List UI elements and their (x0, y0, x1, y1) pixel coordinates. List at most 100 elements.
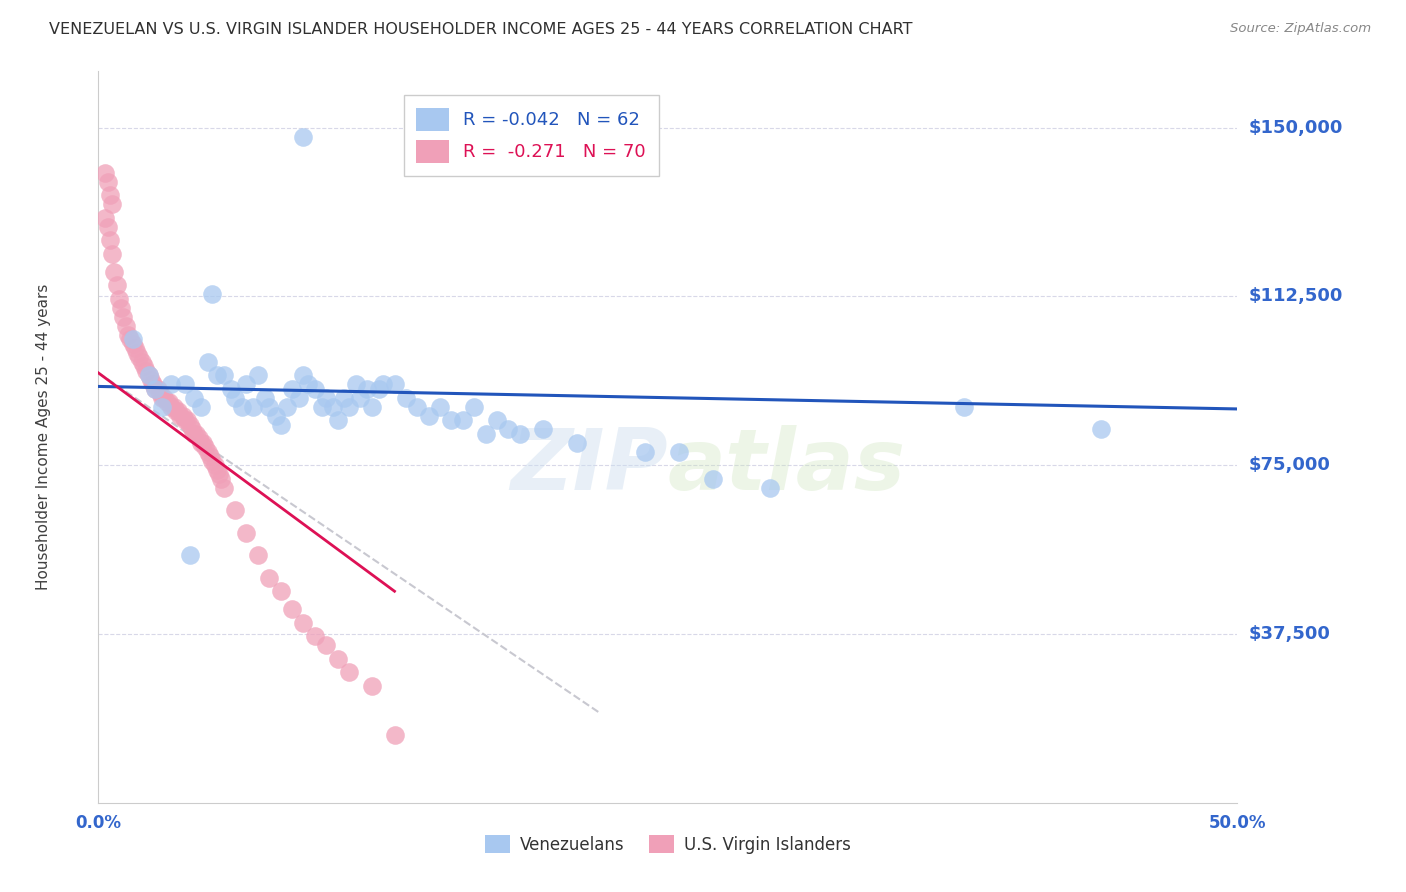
Point (197, 354, 219, 368)
Point (150, 391, 173, 405)
Point (105, 278, 128, 293)
Point (127, 345, 149, 359)
Point (162, 400, 184, 414)
Point (281, 382, 304, 396)
Point (486, 413, 509, 427)
Point (103, 265, 125, 279)
Point (235, 525, 257, 540)
Point (190, 400, 212, 414)
Point (120, 332, 142, 346)
Point (246, 548, 269, 562)
Point (169, 409, 191, 423)
Text: $37,500: $37,500 (1249, 625, 1330, 643)
Point (356, 382, 378, 396)
Point (531, 422, 554, 436)
Point (270, 584, 292, 599)
Point (333, 391, 356, 405)
Point (212, 481, 235, 495)
Point (1090, 422, 1112, 436)
Point (384, 377, 406, 392)
Point (167, 404, 190, 418)
Point (253, 391, 276, 405)
Point (198, 449, 221, 463)
Point (349, 391, 371, 405)
Point (264, 409, 287, 423)
Point (337, 400, 360, 414)
Point (326, 652, 349, 666)
Point (183, 391, 205, 405)
Point (224, 503, 246, 517)
Point (463, 400, 485, 414)
Point (174, 413, 197, 427)
Point (304, 382, 326, 396)
Point (429, 400, 451, 414)
Point (281, 602, 304, 616)
Point (110, 301, 132, 315)
Point (384, 728, 406, 742)
Point (371, 377, 394, 392)
Point (150, 400, 173, 414)
Point (668, 444, 690, 458)
Point (132, 359, 155, 374)
Point (212, 368, 235, 383)
Point (242, 400, 264, 414)
Point (953, 400, 976, 414)
Point (145, 382, 167, 396)
Point (160, 400, 183, 414)
Point (259, 400, 281, 414)
Point (172, 409, 194, 423)
Point (288, 391, 311, 405)
Text: Source: ZipAtlas.com: Source: ZipAtlas.com (1230, 22, 1371, 36)
Text: $150,000: $150,000 (1249, 119, 1343, 136)
Point (311, 400, 333, 414)
Point (131, 354, 153, 368)
Point (395, 391, 418, 405)
Point (193, 435, 215, 450)
Point (474, 426, 496, 441)
Point (183, 426, 205, 441)
Point (205, 463, 228, 477)
Text: Householder Income Ages 25 - 44 years: Householder Income Ages 25 - 44 years (37, 284, 51, 591)
Point (101, 197, 124, 211)
Point (179, 417, 201, 432)
Point (186, 426, 208, 441)
Point (360, 400, 382, 414)
Point (270, 417, 292, 432)
Text: $112,500: $112,500 (1249, 287, 1343, 305)
Point (160, 377, 183, 392)
Point (406, 400, 429, 414)
Point (209, 472, 232, 486)
Point (146, 382, 169, 396)
Point (156, 395, 179, 409)
Point (98, 188, 121, 202)
Text: $75,000: $75,000 (1249, 456, 1330, 475)
Point (142, 377, 165, 392)
Point (231, 400, 253, 414)
Point (94, 211, 117, 225)
Point (128, 350, 150, 364)
Point (190, 435, 212, 450)
Point (315, 638, 337, 652)
Point (157, 395, 180, 409)
Point (337, 665, 360, 680)
Point (124, 341, 146, 355)
Point (153, 391, 176, 405)
Point (205, 368, 228, 383)
Point (135, 364, 157, 378)
Point (235, 377, 257, 392)
Point (259, 571, 281, 585)
Point (367, 382, 389, 396)
Point (112, 310, 135, 324)
Point (204, 458, 226, 473)
Point (194, 440, 217, 454)
Point (101, 246, 124, 260)
Point (138, 368, 160, 383)
Point (326, 413, 349, 427)
Point (297, 377, 319, 392)
Point (292, 368, 315, 383)
Point (138, 368, 160, 383)
Point (224, 391, 246, 405)
Point (315, 391, 337, 405)
Point (98, 233, 121, 247)
Point (304, 629, 326, 643)
